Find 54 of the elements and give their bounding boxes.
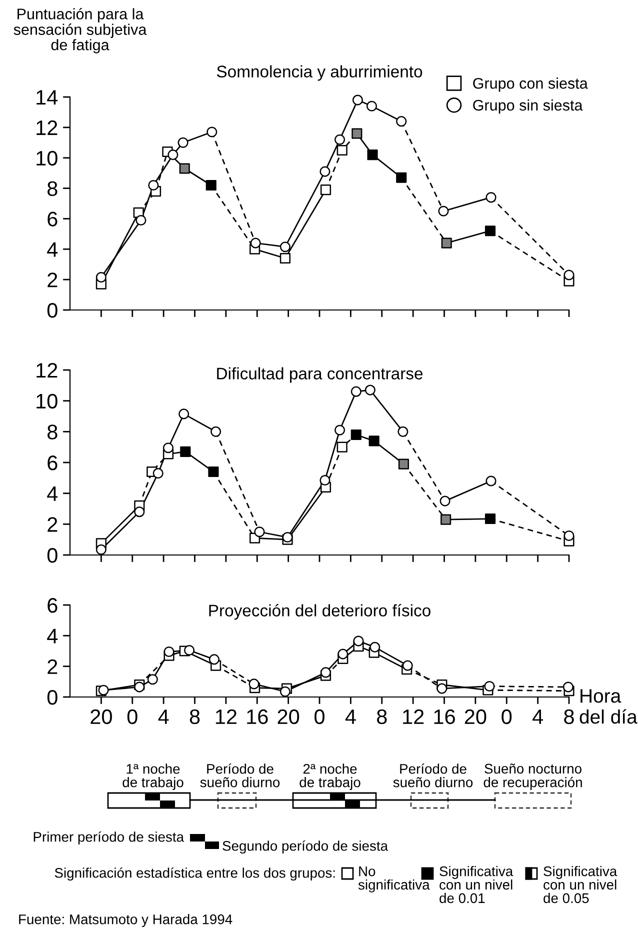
- x-tick-label: 20: [90, 709, 112, 724]
- x-tick-label: 16: [434, 709, 455, 724]
- y-tick-label: 6: [48, 456, 58, 470]
- legend-label: Grupo sin siesta: [473, 99, 583, 114]
- y-tick-label: 2: [48, 659, 58, 674]
- text: 2ª noche de trabajo: [300, 764, 360, 790]
- y-tick-label: 6: [48, 212, 58, 226]
- chart-title: Somnolencia y aburrimiento: [216, 65, 422, 81]
- y-tick-label: 10: [36, 394, 58, 409]
- y-tick-label: 12: [36, 120, 58, 135]
- y-tick-label: 4: [47, 628, 58, 644]
- y-axis-title: Puntuación para la sensación subjetiva de fatiga: [14, 8, 147, 54]
- y-tick-label: 4: [47, 486, 58, 501]
- y-tick-label: 2: [48, 517, 58, 532]
- text: Período de sueño diurno: [200, 763, 280, 788]
- y-tick-label: 4: [47, 242, 58, 257]
- x-tick-label: 12: [216, 709, 236, 724]
- y-tick-label: 0: [47, 303, 58, 318]
- y-tick-label: 14: [36, 90, 58, 105]
- text: Significativa con un nivel de 0.05: [544, 866, 618, 904]
- legend-label: Grupo con siesta: [473, 78, 588, 92]
- x-tick-label: 4: [532, 710, 543, 724]
- y-tick-label: 6: [48, 598, 58, 613]
- y-tick-label: 2: [48, 272, 58, 288]
- x-tick-label: 12: [403, 709, 424, 724]
- y-tick-label: 0: [47, 690, 58, 705]
- x-tick-label: 0: [127, 709, 138, 724]
- x-tick-label: 4: [158, 710, 169, 724]
- text: 1ª noche de trabajo: [122, 764, 184, 790]
- chart-title: Proyección del deterioro físico: [209, 604, 430, 620]
- x-tick-label: 16: [247, 709, 268, 724]
- x-tick-label: 8: [564, 709, 574, 724]
- chart-title: Dificultad para concentrarse: [217, 367, 423, 383]
- text: Sueño nocturno de recuperación: [484, 764, 582, 790]
- text: Segundo período de siesta: [222, 840, 388, 854]
- y-tick-label: 0: [47, 548, 58, 563]
- y-tick-label: 8: [48, 181, 58, 196]
- text: Primer período de siesta: [34, 831, 184, 845]
- x-tick-label: 0: [314, 709, 324, 724]
- text: Significación estadística entre los dos grupos:: [54, 867, 335, 881]
- x-tick-label: 8: [376, 709, 387, 724]
- x-axis-title: Hora del día: [580, 689, 638, 724]
- y-tick-label: 8: [48, 424, 58, 440]
- text: No significativa: [358, 866, 430, 892]
- x-tick-label: 4: [345, 710, 356, 724]
- source-note: Fuente: Matsumoto y Harada 1994: [19, 914, 232, 927]
- text: Período de sueño diurno: [393, 763, 473, 788]
- x-tick-label: 8: [190, 709, 200, 724]
- y-tick-label: 12: [36, 363, 58, 378]
- x-tick-label: 20: [278, 709, 300, 724]
- text: Significativa con un nivel de 0.01: [440, 866, 514, 904]
- x-tick-label: 0: [502, 709, 512, 724]
- x-tick-label: 20: [464, 709, 486, 724]
- y-tick-label: 10: [36, 150, 58, 166]
